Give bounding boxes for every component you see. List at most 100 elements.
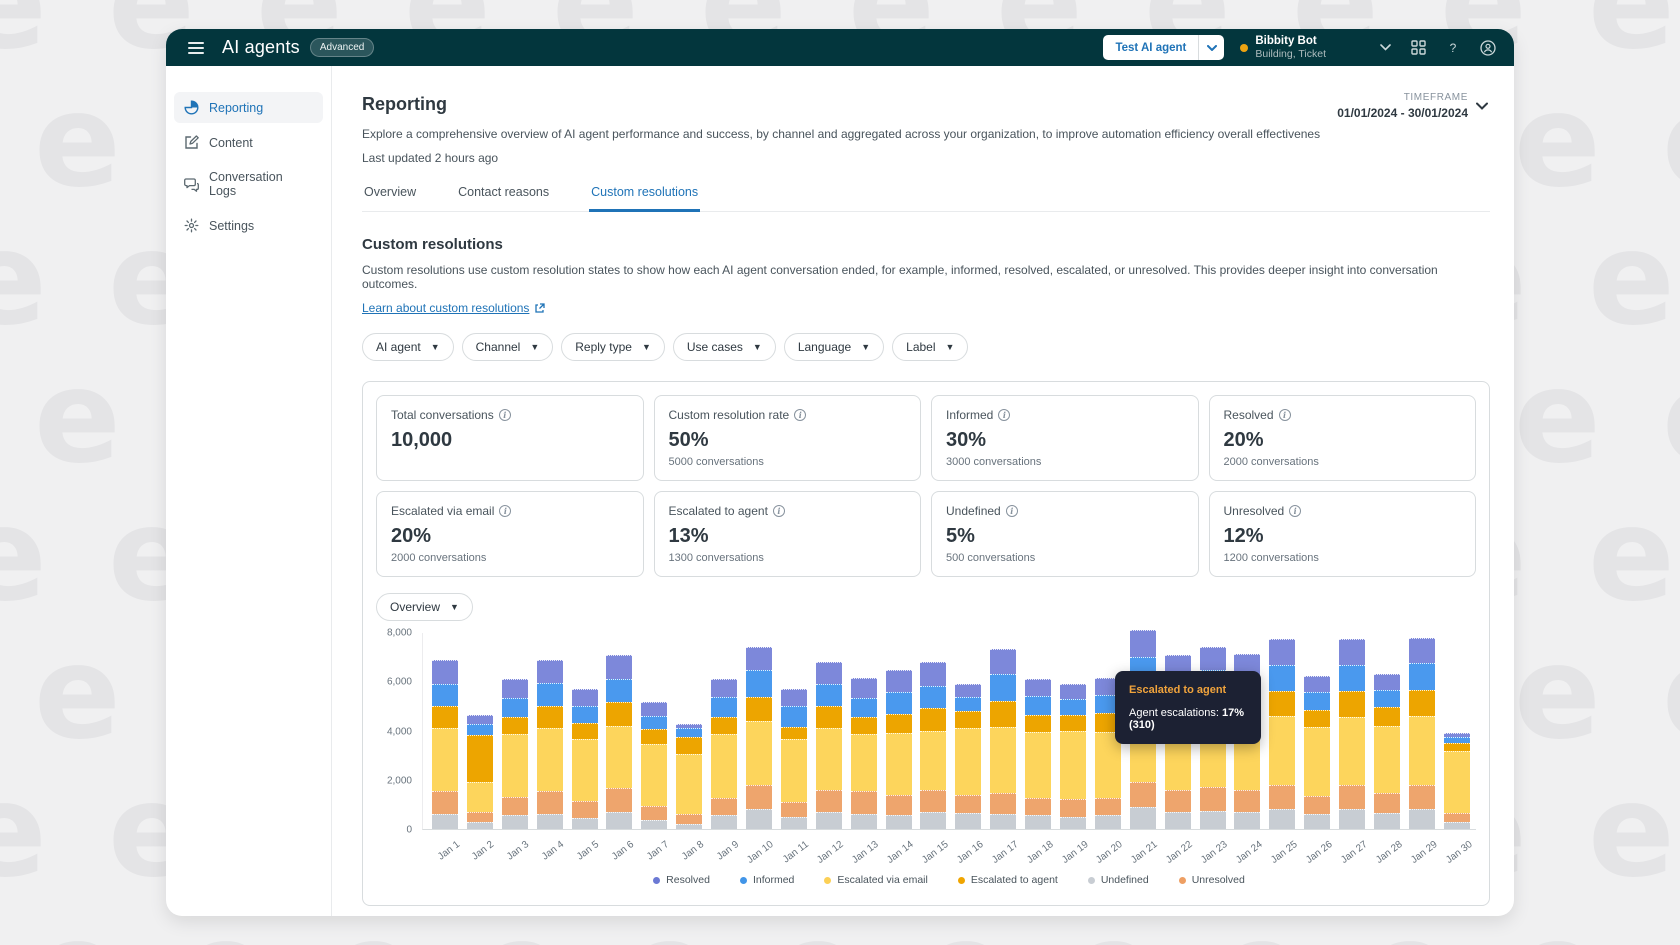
segment-informed[interactable] [1094,694,1121,714]
bar-jan-29[interactable] [1408,638,1435,829]
test-ai-agent-label[interactable]: Test AI agent [1115,41,1187,54]
segment-informed[interactable] [711,697,738,717]
segment-escalated-via-email[interactable] [466,782,493,812]
segment-escalated-to-agent[interactable] [780,726,807,740]
segment-escalated-via-email[interactable] [1269,715,1296,785]
learn-link[interactable]: Learn about custom resolutions [362,301,546,315]
segment-undefined[interactable] [780,817,807,829]
segment-informed[interactable] [1374,689,1401,708]
filter-channel[interactable]: Channel ▼ [461,333,554,361]
segment-escalated-to-agent[interactable] [1060,714,1087,731]
segment-resolved[interactable] [1060,683,1087,699]
segment-undefined[interactable] [501,814,528,829]
segment-escalated-via-email[interactable] [955,728,982,795]
bar-jan-5[interactable] [571,688,598,829]
segment-unresolved[interactable] [815,789,842,812]
sidebar-item-conversation-logs[interactable]: Conversation Logs [174,162,323,206]
segment-resolved[interactable] [815,661,842,684]
segment-escalated-via-email[interactable] [711,734,738,799]
timeframe-selector[interactable]: TIMEFRAME 01/01/2024 - 30/01/2024 [1337,92,1488,120]
segment-informed[interactable] [676,728,703,737]
segment-informed[interactable] [466,724,493,736]
segment-informed[interactable] [1443,736,1470,743]
segment-unresolved[interactable] [780,801,807,818]
bot-selector[interactable]: Bibbity Bot Building, Ticket [1240,34,1326,62]
segment-unresolved[interactable] [1374,793,1401,813]
segment-unresolved[interactable] [641,805,668,821]
bar-jan-26[interactable] [1304,676,1331,829]
segment-informed[interactable] [1269,665,1296,692]
segment-undefined[interactable] [1025,815,1052,829]
segment-informed[interactable] [780,705,807,727]
bar-jan-3[interactable] [501,678,528,829]
segment-informed[interactable] [606,678,633,703]
segment-undefined[interactable] [850,813,877,829]
segment-informed[interactable] [641,715,668,730]
segment-escalated-via-email[interactable] [676,753,703,815]
legend-item-resolved[interactable]: Resolved [653,874,710,886]
segment-escalated-to-agent[interactable] [1094,713,1121,732]
segment-escalated-via-email[interactable] [606,725,633,789]
segment-escalated-to-agent[interactable] [606,702,633,726]
segment-unresolved[interactable] [955,794,982,813]
segment-informed[interactable] [815,683,842,706]
segment-undefined[interactable] [1094,815,1121,829]
segment-resolved[interactable] [1269,639,1296,666]
bar-jan-9[interactable] [711,678,738,829]
hamburger-menu-icon[interactable] [188,41,204,54]
segment-escalated-to-agent[interactable] [850,716,877,734]
segment-escalated-via-email[interactable] [1094,731,1121,799]
segment-unresolved[interactable] [1443,813,1470,822]
chevron-down-icon[interactable] [1380,44,1391,51]
segment-undefined[interactable] [1304,814,1331,829]
segment-escalated-via-email[interactable] [501,734,528,797]
tab-overview[interactable]: Overview [364,185,417,199]
segment-escalated-via-email[interactable] [815,728,842,790]
segment-escalated-via-email[interactable] [1025,731,1052,799]
segment-undefined[interactable] [1234,811,1261,829]
info-icon[interactable]: i [499,505,512,517]
segment-unresolved[interactable] [536,790,563,815]
segment-informed[interactable] [536,683,563,706]
sidebar-item-content[interactable]: Content [174,127,323,158]
segment-resolved[interactable] [501,678,528,698]
bar-jan-4[interactable] [536,660,563,829]
segment-escalated-via-email[interactable] [850,733,877,792]
segment-informed[interactable] [571,705,598,724]
segment-unresolved[interactable] [850,791,877,814]
segment-undefined[interactable] [1339,809,1366,829]
segment-escalated-to-agent[interactable] [641,729,668,745]
segment-escalated-to-agent[interactable] [432,705,458,729]
segment-escalated-via-email[interactable] [432,728,458,791]
segment-unresolved[interactable] [571,800,598,818]
segment-informed[interactable] [1408,662,1435,690]
help-icon[interactable]: ? [1446,41,1460,55]
segment-informed[interactable] [885,692,912,715]
bar-jan-1[interactable] [432,660,458,829]
segment-undefined[interactable] [1408,809,1435,829]
segment-resolved[interactable] [1408,638,1435,663]
account-icon[interactable] [1480,39,1496,56]
segment-unresolved[interactable] [1025,798,1052,816]
legend-item-escalated-to-agent[interactable]: Escalated to agent [957,874,1058,886]
test-ai-agent-button[interactable]: Test AI agent [1103,35,1225,60]
segment-undefined[interactable] [466,821,493,829]
segment-escalated-via-email[interactable] [1304,726,1331,796]
segment-undefined[interactable] [990,814,1017,829]
segment-undefined[interactable] [1129,806,1156,829]
segment-undefined[interactable] [746,809,773,829]
segment-informed[interactable] [990,673,1017,701]
segment-unresolved[interactable] [711,798,738,816]
segment-undefined[interactable] [1443,821,1470,829]
segment-resolved[interactable] [955,683,982,698]
segment-undefined[interactable] [536,814,563,829]
segment-unresolved[interactable] [1094,798,1121,816]
segment-undefined[interactable] [1060,816,1087,829]
segment-informed[interactable] [432,683,458,706]
segment-informed[interactable] [1339,665,1366,692]
segment-escalated-to-agent[interactable] [1269,691,1296,716]
bar-jan-30[interactable] [1443,733,1470,829]
segment-unresolved[interactable] [990,793,1017,815]
segment-unresolved[interactable] [1304,795,1331,815]
segment-escalated-to-agent[interactable] [1408,689,1435,716]
